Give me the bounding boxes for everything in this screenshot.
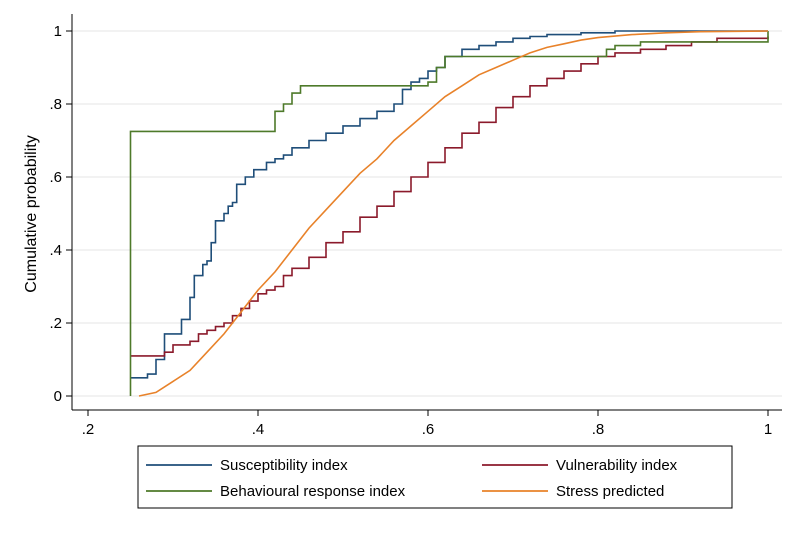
legend-label-vulnerability-index: Vulnerability index: [556, 457, 678, 474]
y-axis-label: Cumulative probability: [23, 135, 40, 292]
x-tick-label: .8: [592, 421, 605, 438]
legend-label-stress-predicted: Stress predicted: [556, 483, 664, 500]
series-line-behavioural-response-index: [129, 31, 769, 396]
series-line-susceptibility-index: [130, 30, 768, 379]
plot-area: [72, 14, 782, 410]
legend-label-susceptibility-index: Susceptibility index: [220, 457, 348, 474]
x-tick-label: 1: [764, 421, 772, 438]
x-tick-label: .2: [82, 421, 95, 438]
legend-box: [137, 445, 733, 509]
series-line-stress-predicted: [138, 30, 769, 397]
y-tick-label: .6: [49, 169, 62, 186]
y-tick-label: 1: [54, 23, 62, 40]
y-tick-label: .2: [49, 315, 62, 332]
y-tick-label: .4: [49, 242, 62, 259]
series-line-vulnerability-index: [130, 36, 769, 357]
x-tick-label: .4: [252, 421, 265, 438]
y-tick-label: .8: [49, 96, 62, 113]
legend-label-behavioural-response-index: Behavioural response index: [220, 483, 406, 500]
x-tick-label: .6: [422, 421, 435, 438]
y-tick-label: 0: [54, 388, 62, 405]
